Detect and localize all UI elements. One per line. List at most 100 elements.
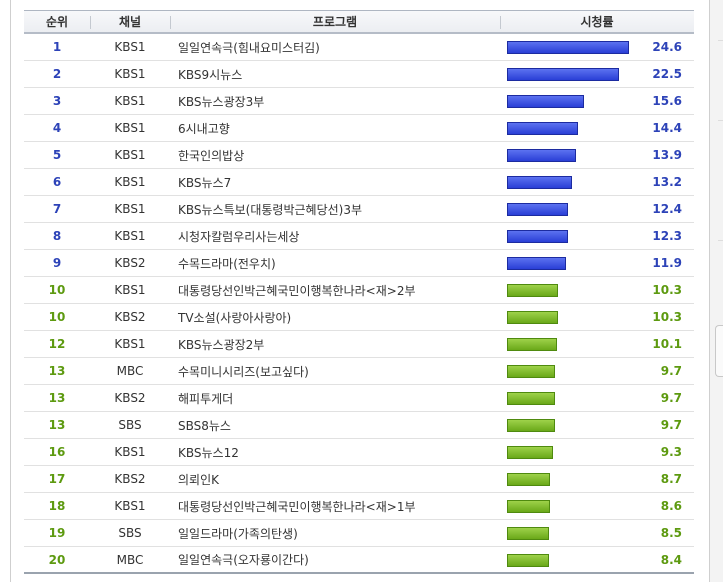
table-row: 19 SBS 일일드라마(가족의탄생) 8.5 <box>24 520 694 547</box>
program-cell: KBS뉴스광장2부 <box>178 337 265 352</box>
rating-bar <box>507 68 619 81</box>
rating-value: 12.4 <box>652 202 682 216</box>
rating-value: 24.6 <box>652 40 682 54</box>
table-body: 1 KBS1 일일연속극(힘내요미스터김) 24.6 2 KBS1 KBS9시뉴스 22.5 3… <box>24 34 694 574</box>
table-row: 5 KBS1 한국인의밥상 13.9 <box>24 142 694 169</box>
table-row: 4 KBS1 6시내고향 14.4 <box>24 115 694 142</box>
rating-value: 9.3 <box>660 445 682 459</box>
table-row: 1 KBS1 일일연속극(힘내요미스터김) 24.6 <box>24 34 694 61</box>
rating-value: 8.6 <box>660 499 682 513</box>
table-row: 13 MBC 수목미니시리즈(보고싶다) 9.7 <box>24 358 694 385</box>
program-cell: 의뢰인K <box>178 472 219 487</box>
channel-cell: KBS1 <box>114 40 146 54</box>
channel-cell: KBS2 <box>114 256 146 270</box>
table-row: 3 KBS1 KBS뉴스광장3부 15.6 <box>24 88 694 115</box>
channel-cell: MBC <box>116 364 144 378</box>
channel-cell: KBS2 <box>114 472 146 486</box>
channel-cell: KBS1 <box>114 67 146 81</box>
program-cell: 대통령당선인박근혜국민이행복한나라<재>2부 <box>178 283 416 298</box>
rating-bar <box>507 473 550 486</box>
channel-cell: KBS1 <box>114 337 146 351</box>
rating-bar <box>507 419 555 432</box>
program-cell: KBS뉴스광장3부 <box>178 94 265 109</box>
rating-value: 15.6 <box>652 94 682 108</box>
channel-cell: KBS1 <box>114 175 146 189</box>
rating-bar <box>507 95 584 108</box>
table-row: 20 MBC 일일연속극(오자룡이간다) 8.4 <box>24 547 694 574</box>
gutter-divider <box>718 40 723 41</box>
channel-cell: KBS2 <box>114 310 146 324</box>
rating-bar <box>507 122 578 135</box>
rank-cell: 2 <box>52 67 62 81</box>
channel-cell: KBS1 <box>114 94 146 108</box>
rank-cell: 20 <box>48 552 66 567</box>
rating-value: 10.3 <box>652 310 682 324</box>
rating-bar <box>507 365 555 378</box>
table-row: 10 KBS2 TV소설(사랑아사랑아) 10.3 <box>24 304 694 331</box>
table-row: 6 KBS1 KBS뉴스7 13.2 <box>24 169 694 196</box>
rating-cell: 12.3 <box>500 223 694 249</box>
rank-cell: 8 <box>52 229 62 243</box>
rating-cell: 8.7 <box>500 466 694 492</box>
rank-cell: 10 <box>48 310 66 324</box>
rank-cell: 13 <box>48 364 66 378</box>
rating-bar <box>507 284 558 297</box>
rating-value: 10.1 <box>652 337 682 351</box>
gutter-divider <box>718 240 723 241</box>
rating-cell: 14.4 <box>500 115 694 141</box>
header-program: 프로그램 <box>170 11 500 32</box>
rating-cell: 12.4 <box>500 196 694 222</box>
rating-value: 8.7 <box>660 472 682 486</box>
rating-value: 14.4 <box>652 121 682 135</box>
rating-value: 9.7 <box>660 364 682 378</box>
side-scroll-handle[interactable] <box>715 325 723 377</box>
rating-value: 10.3 <box>652 283 682 297</box>
rating-value: 22.5 <box>652 67 682 81</box>
program-cell: 수목미니시리즈(보고싶다) <box>178 364 309 379</box>
rating-bar <box>507 338 557 351</box>
gutter-divider <box>718 120 723 121</box>
program-cell: KBS9시뉴스 <box>178 67 243 82</box>
channel-cell: KBS1 <box>114 202 146 216</box>
program-cell: 일일드라마(가족의탄생) <box>178 526 298 541</box>
rating-bar <box>507 257 566 270</box>
rank-cell: 6 <box>52 175 62 189</box>
rating-bar <box>507 203 568 216</box>
rating-cell: 24.6 <box>500 34 694 60</box>
rating-cell: 8.6 <box>500 493 694 519</box>
rank-cell: 5 <box>52 148 62 162</box>
rank-cell: 13 <box>48 391 66 405</box>
rating-cell: 15.6 <box>500 88 694 114</box>
rating-bar <box>507 527 549 540</box>
rating-value: 8.5 <box>660 526 682 540</box>
rating-bar <box>507 500 550 513</box>
ratings-table: 순위 채널 프로그램 시청률 1 KBS1 일일연속극(힘내요미스터김) 24.6 2 K… <box>24 10 694 574</box>
table-row: 17 KBS2 의뢰인K 8.7 <box>24 466 694 493</box>
rating-bar <box>507 392 555 405</box>
rating-cell: 8.5 <box>500 520 694 546</box>
frame-right-gutter <box>709 0 723 582</box>
rank-cell: 13 <box>48 418 66 432</box>
rank-cell: 19 <box>48 526 66 540</box>
rank-cell: 9 <box>52 256 62 270</box>
program-cell: KBS뉴스특보(대통령박근혜당선)3부 <box>178 202 363 217</box>
rating-cell: 11.9 <box>500 250 694 276</box>
program-cell: 수목드라마(전우치) <box>178 256 276 271</box>
rating-value: 12.3 <box>652 229 682 243</box>
rank-cell: 17 <box>48 472 66 486</box>
rating-bar <box>507 230 568 243</box>
table-row: 16 KBS1 KBS뉴스12 9.3 <box>24 439 694 466</box>
channel-cell: KBS1 <box>114 445 146 459</box>
table-row: 8 KBS1 시청자칼럼우리사는세상 12.3 <box>24 223 694 250</box>
table-row: 9 KBS2 수목드라마(전우치) 11.9 <box>24 250 694 277</box>
channel-cell: KBS1 <box>114 148 146 162</box>
rank-cell: 1 <box>52 40 62 54</box>
rating-bar <box>507 176 572 189</box>
rating-cell: 9.7 <box>500 412 694 438</box>
program-cell: TV소설(사랑아사랑아) <box>178 310 292 325</box>
rating-bar <box>507 554 549 567</box>
table-row: 18 KBS1 대통령당선인박근혜국민이행복한나라<재>1부 8.6 <box>24 493 694 520</box>
rating-value: 8.4 <box>660 553 682 567</box>
channel-cell: SBS <box>118 418 142 432</box>
rank-cell: 4 <box>52 121 62 135</box>
